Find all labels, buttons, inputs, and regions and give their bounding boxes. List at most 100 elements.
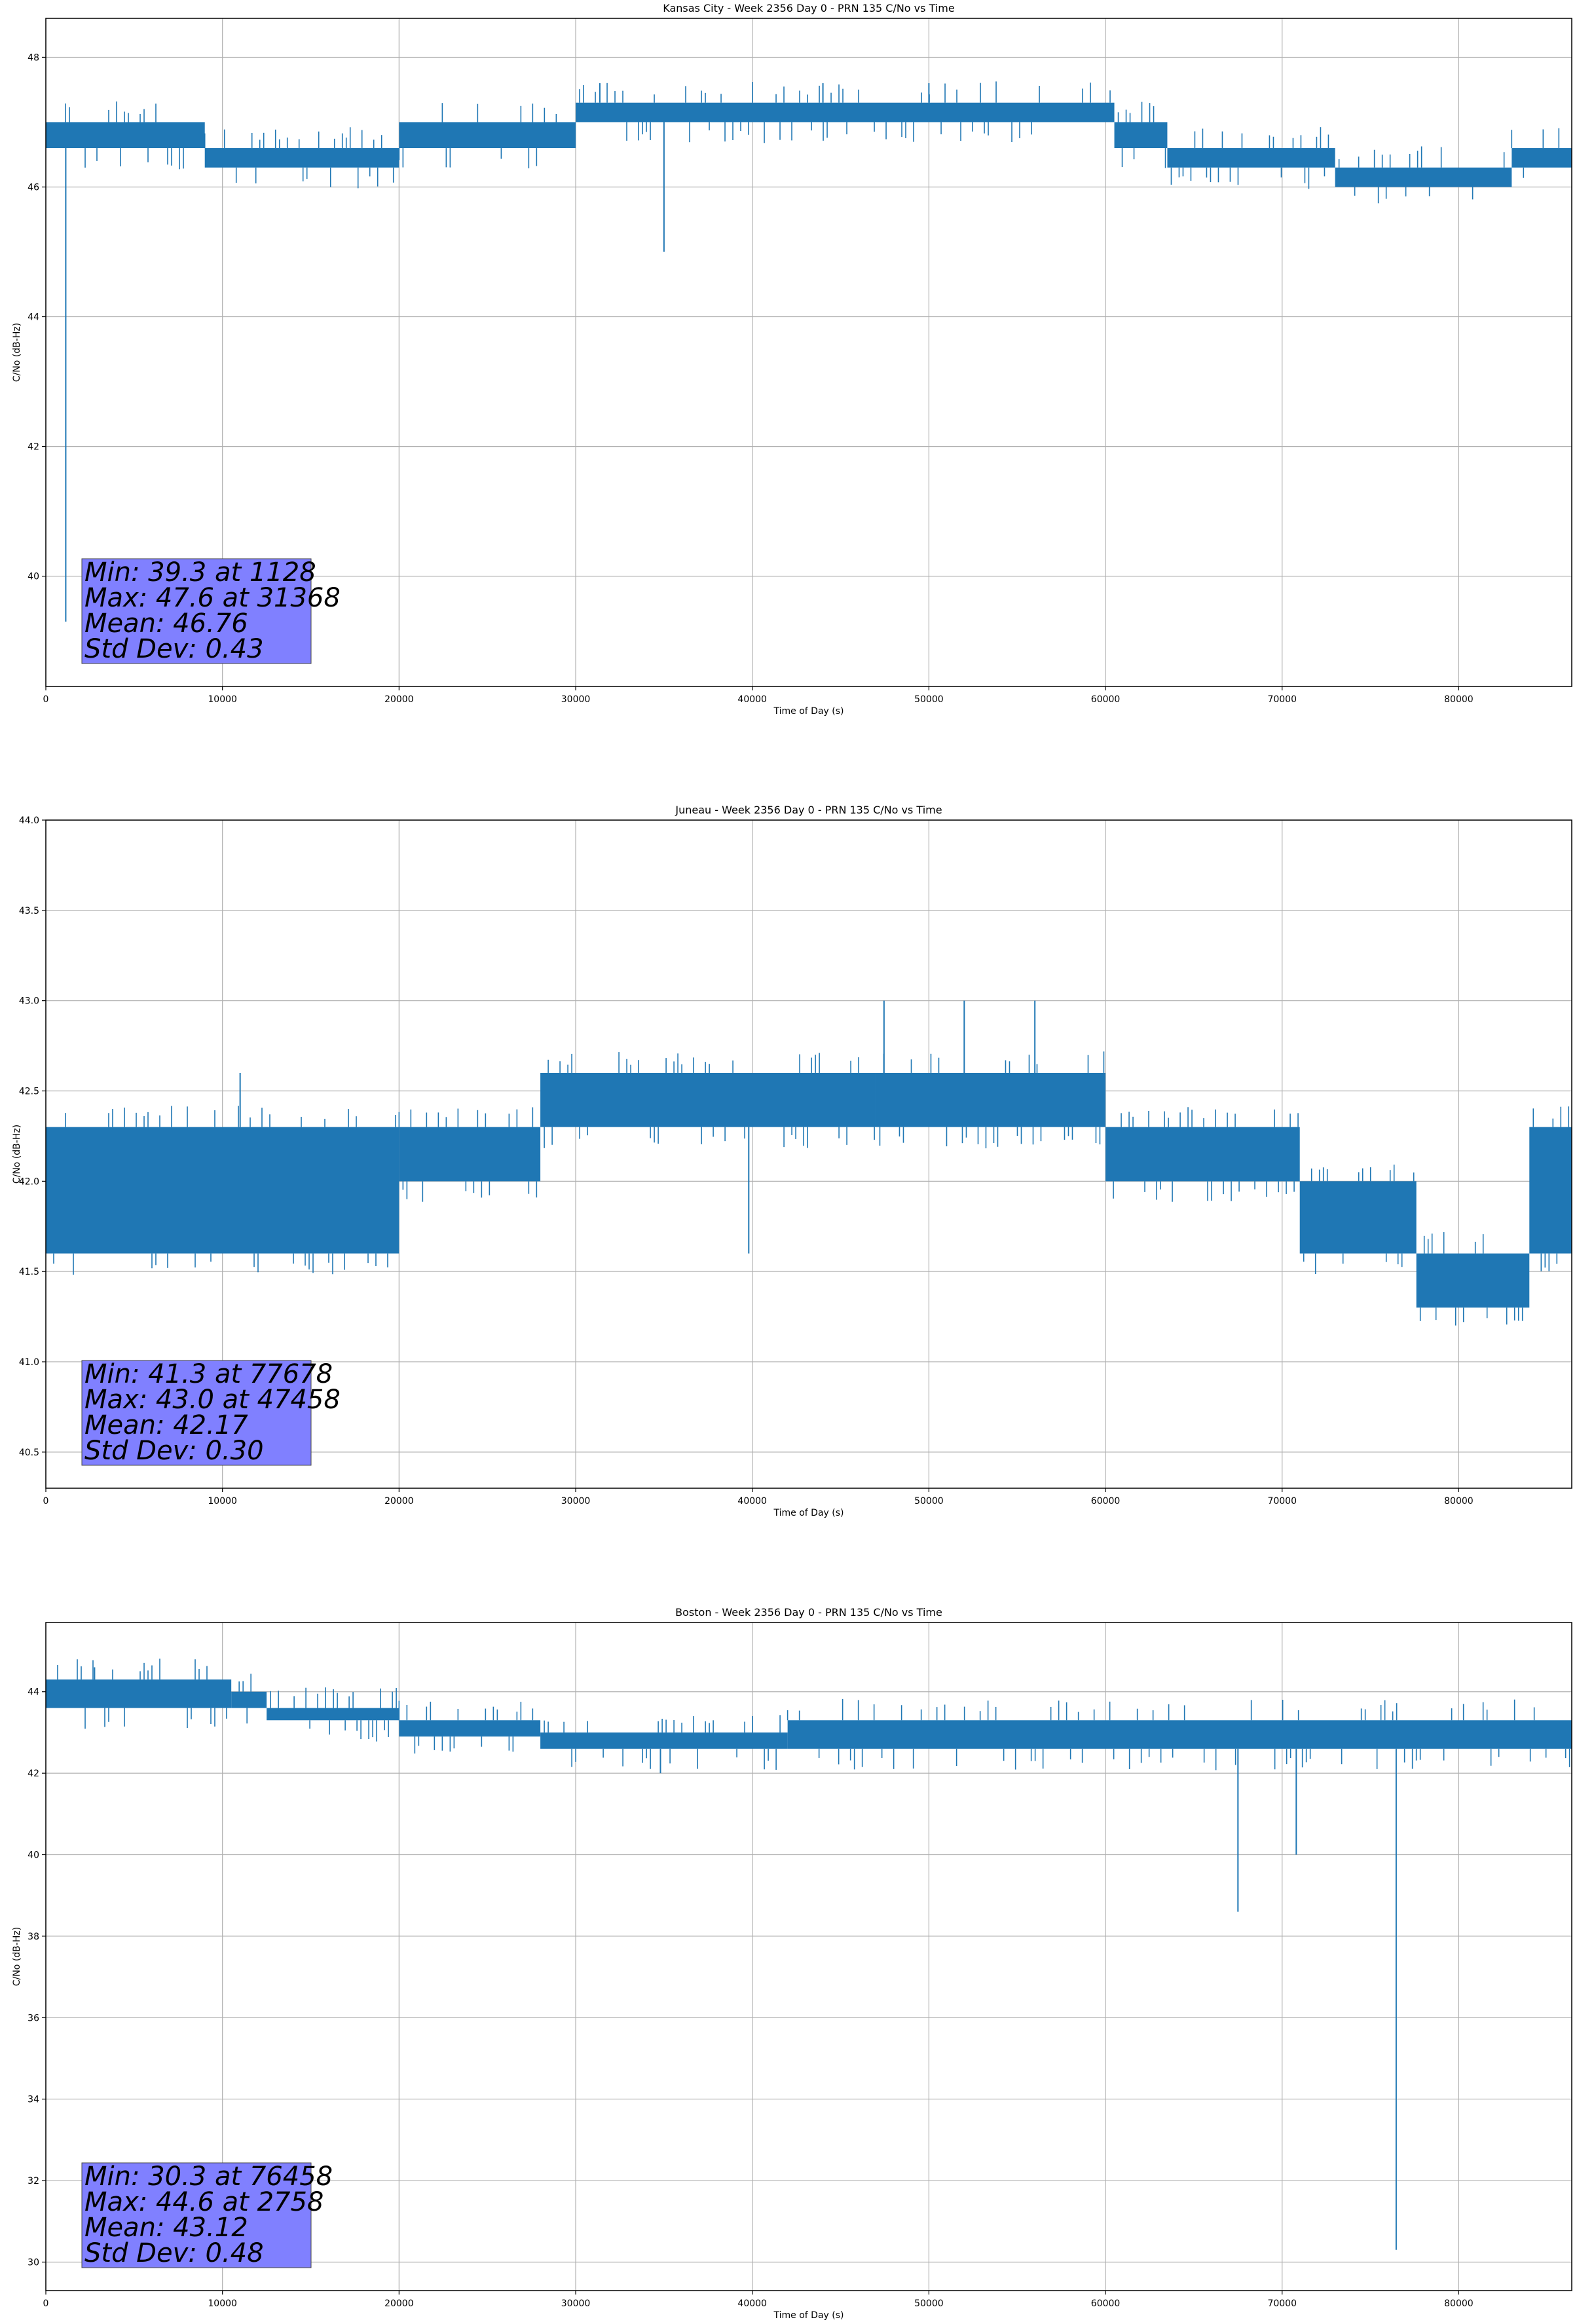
stats-line: Max: 47.6 at 31368	[84, 583, 341, 613]
data-band	[46, 1127, 399, 1254]
data-band	[876, 1072, 1106, 1127]
data-band	[204, 148, 399, 168]
stats-box	[81, 1360, 312, 1466]
x-tick-label: 20000	[384, 1496, 414, 1507]
y-tick-label: 34	[28, 2095, 39, 2105]
stats-line: Mean: 42.17	[84, 1410, 248, 1440]
stats-line: Std Dev: 0.30	[84, 1436, 264, 1466]
x-tick-label: 60000	[1091, 1496, 1121, 1507]
y-tick-label: 44	[28, 1687, 39, 1698]
data-band	[46, 122, 205, 149]
y-tick-label: 44.0	[19, 815, 39, 826]
x-tick-label: 70000	[1267, 694, 1297, 705]
data-band	[540, 1732, 788, 1749]
chart-panel-1: 0 10000 20000 30000 40000 50000 60000 70000 8000…	[12, 2, 1572, 717]
data-series	[46, 81, 1572, 622]
x-tick-label: 50000	[914, 1496, 944, 1507]
y-tick-label: 32	[28, 2176, 39, 2186]
stats-line: Max: 43.0 at 47458	[84, 1385, 341, 1415]
x-tick-label: 70000	[1267, 1496, 1297, 1507]
x-tick-label: 60000	[1091, 694, 1121, 705]
y-tick-label: 42.0	[19, 1176, 39, 1187]
data-band	[787, 1720, 1572, 1749]
y-tick-label: 38	[28, 1932, 39, 1942]
x-tick-label: 0	[43, 1496, 49, 1507]
stats-line: Mean: 43.12	[84, 2213, 248, 2243]
y-tick-label: 44	[28, 312, 39, 323]
y-axis-label: C/No (dB-Hz)	[12, 1927, 22, 1986]
data-band	[1105, 1127, 1300, 1182]
chart-title: Juneau - Week 2356 Day 0 - PRN 135 C/No …	[675, 804, 942, 816]
data-band	[399, 122, 576, 149]
y-tick-label: 46	[28, 182, 39, 193]
data-band	[46, 1679, 232, 1708]
data-band	[1114, 122, 1168, 149]
y-tick-label: 40	[28, 572, 39, 582]
chart-title: Kansas City - Week 2356 Day 0 - PRN 135 …	[663, 2, 954, 14]
data-band	[231, 1691, 267, 1708]
y-tick-label: 42	[28, 1769, 39, 1779]
x-tick-label: 80000	[1444, 1496, 1474, 1507]
stats-line: Std Dev: 0.43	[84, 634, 264, 664]
x-tick-label: 30000	[561, 694, 591, 705]
x-tick-label: 0	[43, 2298, 49, 2309]
x-tick-label: 80000	[1444, 2298, 1474, 2309]
data-band	[1299, 1181, 1417, 1254]
y-tick-label: 40.5	[19, 1448, 39, 1458]
data-series	[46, 1659, 1572, 2250]
data-band	[1529, 1127, 1572, 1254]
x-tick-label: 40000	[737, 694, 767, 705]
y-axis-label: C/No (dB-Hz)	[12, 323, 22, 382]
stats-box	[81, 2162, 312, 2268]
x-tick-label: 40000	[737, 1496, 767, 1507]
x-tick-label: 40000	[737, 2298, 767, 2309]
y-tick-label: 48	[28, 52, 39, 63]
x-axis-label: Time of Day (s)	[773, 1508, 844, 1518]
data-band	[576, 102, 1115, 122]
y-tick-label: 30	[28, 2257, 39, 2268]
chart-panel-2: 0 10000 20000 30000 40000 50000 60000 70000 8000…	[12, 804, 1572, 1518]
data-series	[46, 1000, 1572, 1326]
stats-line: Min: 41.3 at 77678	[84, 1359, 333, 1389]
x-tick-label: 20000	[384, 2298, 414, 2309]
x-tick-label: 10000	[208, 1496, 237, 1507]
y-tick-label: 40	[28, 1850, 39, 1861]
y-tick-label: 41.5	[19, 1267, 39, 1277]
stats-box	[81, 558, 312, 664]
x-tick-label: 20000	[384, 694, 414, 705]
x-axis-label: Time of Day (s)	[773, 2310, 844, 2321]
chart-title: Boston - Week 2356 Day 0 - PRN 135 C/No …	[675, 1606, 942, 1619]
stats-line: Mean: 46.76	[84, 609, 248, 639]
y-tick-label: 41.0	[19, 1357, 39, 1368]
stats-line: Max: 44.6 at 2758	[84, 2187, 324, 2217]
axes-frame	[45, 18, 1572, 687]
data-band	[1167, 148, 1335, 168]
x-axis-label: Time of Day (s)	[773, 706, 844, 717]
x-tick-label: 0	[43, 694, 49, 705]
x-tick-label: 70000	[1267, 2298, 1297, 2309]
x-tick-label: 10000	[208, 2298, 237, 2309]
data-band	[399, 1720, 541, 1737]
data-band	[1416, 1253, 1530, 1308]
y-tick-label: 43.5	[19, 906, 39, 916]
chart-panel-3: 0 10000 20000 30000 40000 50000 60000 70000 8000…	[12, 1606, 1572, 2321]
x-tick-label: 10000	[208, 694, 237, 705]
stats-line: Min: 30.3 at 76458	[84, 2162, 333, 2192]
y-axis-label: C/No (dB-Hz)	[12, 1125, 22, 1184]
data-band	[399, 1127, 541, 1182]
data-band	[1512, 148, 1572, 168]
x-tick-label: 60000	[1091, 2298, 1121, 2309]
x-tick-label: 80000	[1444, 694, 1474, 705]
y-tick-label: 42.5	[19, 1087, 39, 1097]
axes-frame	[45, 1622, 1572, 2291]
stats-line: Std Dev: 0.48	[84, 2238, 264, 2268]
axes-frame	[45, 819, 1572, 1489]
data-band	[1335, 167, 1512, 187]
data-band	[540, 1072, 876, 1127]
y-tick-label: 36	[28, 2013, 39, 2023]
stats-line: Min: 39.3 at 1128	[84, 557, 316, 588]
x-tick-label: 30000	[561, 2298, 591, 2309]
x-tick-label: 50000	[914, 2298, 944, 2309]
y-tick-label: 42	[28, 442, 39, 453]
